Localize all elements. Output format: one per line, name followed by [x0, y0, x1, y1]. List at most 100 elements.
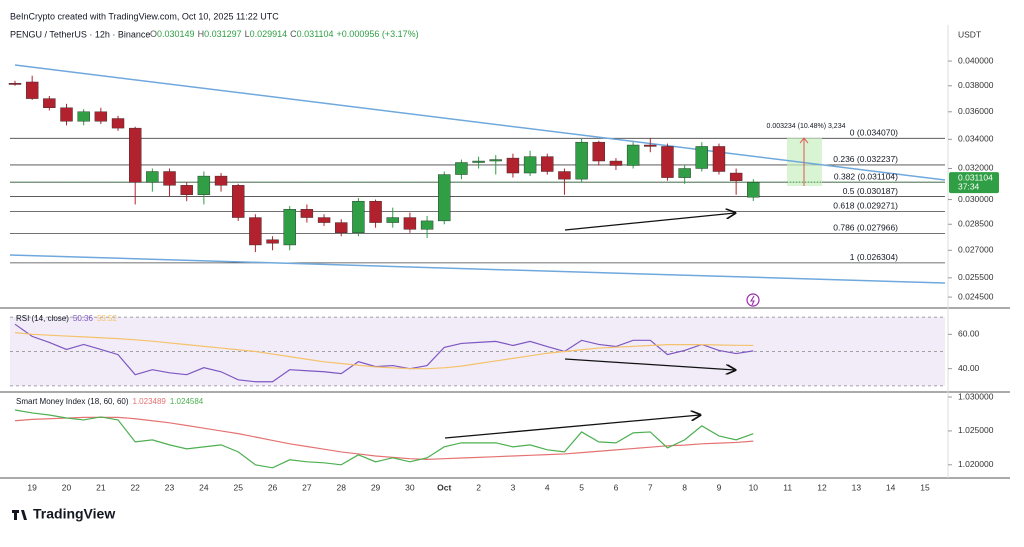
last-price-label: 0.031104 — [958, 172, 993, 182]
x-tick-label: 19 — [27, 482, 37, 492]
event-icon[interactable] — [746, 293, 760, 307]
x-tick-label: 25 — [233, 482, 243, 492]
candle-body — [266, 239, 279, 244]
y-tick-label: 0.040000 — [958, 55, 994, 65]
candle-body — [60, 107, 73, 122]
candle-body — [403, 217, 417, 230]
candle-body — [678, 168, 691, 178]
y-tick-label: 1.020000 — [958, 459, 994, 469]
upper-trendline — [14, 64, 946, 181]
candle-body — [695, 146, 708, 169]
fib-label: 0.236 (0.032237) — [833, 154, 898, 164]
y-tick-label: 1.030000 — [958, 391, 994, 401]
x-tick-label: 24 — [199, 482, 209, 492]
ohlc-key: H — [198, 29, 205, 39]
y-tick-label: 0.036000 — [958, 106, 994, 116]
indicator-title: Smart Money Index (18, 60, 60) 1.023489 1.… — [16, 397, 204, 406]
ohlc-key: L — [245, 29, 250, 39]
x-tick-label: 6 — [614, 482, 619, 492]
chart-title: PENGU / TetherUS · 12h · Binance — [10, 29, 150, 39]
x-tick-label: 2 — [476, 482, 481, 492]
x-tick-label: 10 — [749, 482, 759, 492]
x-tick-label: 23 — [165, 482, 175, 492]
candle-body — [506, 157, 520, 174]
y-tick-label: 40.00 — [958, 363, 980, 373]
candle-body — [592, 141, 605, 162]
ohlc-key: C — [290, 29, 297, 39]
price-arrow — [564, 213, 735, 231]
measure-label: 0.003234 (10.48%) 3,234 — [766, 123, 845, 130]
x-tick-label: 8 — [682, 482, 687, 492]
candle-body — [747, 181, 760, 198]
ohlc-value: 0.029914 — [250, 29, 288, 39]
x-tick-label: 26 — [268, 482, 278, 492]
y-tick-label: 0.027000 — [958, 245, 994, 255]
candle-body — [661, 146, 674, 178]
ohlc-change: +0.000956 (+3.17%) — [337, 29, 419, 39]
y-tick-label: 0.034000 — [958, 134, 994, 144]
x-tick-label: 4 — [545, 482, 550, 492]
fib-label: 0.5 (0.030187) — [843, 186, 898, 196]
ohlc-value: 0.031104 — [297, 29, 334, 39]
candle-body — [609, 160, 623, 166]
x-tick-label: 9 — [717, 482, 722, 492]
fib-label: 0.618 (0.029271) — [833, 201, 898, 211]
candle-body — [197, 175, 211, 195]
fib-label: 0.382 (0.031104) — [834, 171, 898, 181]
x-tick-label: 3 — [511, 482, 516, 492]
candle-body — [214, 175, 228, 186]
candle-body — [8, 83, 22, 85]
y-tick-label: 0.030000 — [958, 194, 994, 204]
x-tick-label: 11 — [783, 482, 792, 492]
candle-body — [163, 171, 176, 186]
y-tick-label: 1.025000 — [958, 425, 994, 435]
candle-body — [94, 111, 108, 122]
candle-body — [25, 81, 39, 99]
x-tick-label: 12 — [817, 482, 827, 492]
candle-body — [455, 162, 468, 175]
y-tick-label: 0.032000 — [958, 163, 994, 173]
indicator-value: 1.023489 — [133, 397, 167, 406]
candle-body — [180, 185, 193, 195]
indicator-value: 53.52 — [97, 314, 118, 323]
y-tick-label: 0.024500 — [958, 291, 994, 301]
candle-body — [317, 217, 331, 223]
candle-body — [712, 146, 726, 172]
candle-body — [575, 141, 588, 180]
candle-body — [283, 209, 296, 246]
candle-body — [386, 217, 399, 223]
x-tick-label: 29 — [371, 482, 381, 492]
x-tick-label: 20 — [62, 482, 72, 492]
ohlc-readout: O0.030149 H0.031297 L0.029914 C0.031104 +0.0… — [150, 29, 419, 39]
y-tick-label: 0.028500 — [958, 219, 994, 229]
candle-body — [523, 156, 537, 174]
x-tick-label: 22 — [130, 482, 140, 492]
indicator-line — [14, 416, 754, 460]
x-tick-label: 30 — [405, 482, 415, 492]
indicator-value: 1.024584 — [170, 397, 204, 406]
indicator-title: RSI (14, close) 50.36 53.52 — [16, 314, 118, 323]
ohlc-value: 0.030149 — [157, 29, 195, 39]
candle-body — [644, 144, 657, 147]
candle-body — [558, 171, 571, 180]
y-tick-label: 0.038000 — [958, 80, 994, 90]
candle-body — [489, 159, 502, 162]
candle-body — [420, 220, 434, 230]
candle-body — [128, 127, 142, 183]
fib-label: 0 (0.034070) — [850, 128, 898, 138]
smi-arrow — [444, 415, 700, 439]
indicator-line — [14, 332, 754, 370]
candle-body — [369, 200, 382, 223]
candle-body — [77, 111, 90, 122]
ohlc-key: O — [150, 29, 157, 39]
candle-body — [249, 217, 262, 246]
indicator-line — [14, 323, 754, 383]
x-tick-label: 7 — [648, 482, 653, 492]
x-tick-label: 14 — [886, 482, 896, 492]
candle-body — [300, 209, 314, 218]
x-tick-label: Oct — [437, 482, 451, 492]
rsi-arrow — [564, 358, 735, 370]
candle-body — [438, 174, 451, 222]
